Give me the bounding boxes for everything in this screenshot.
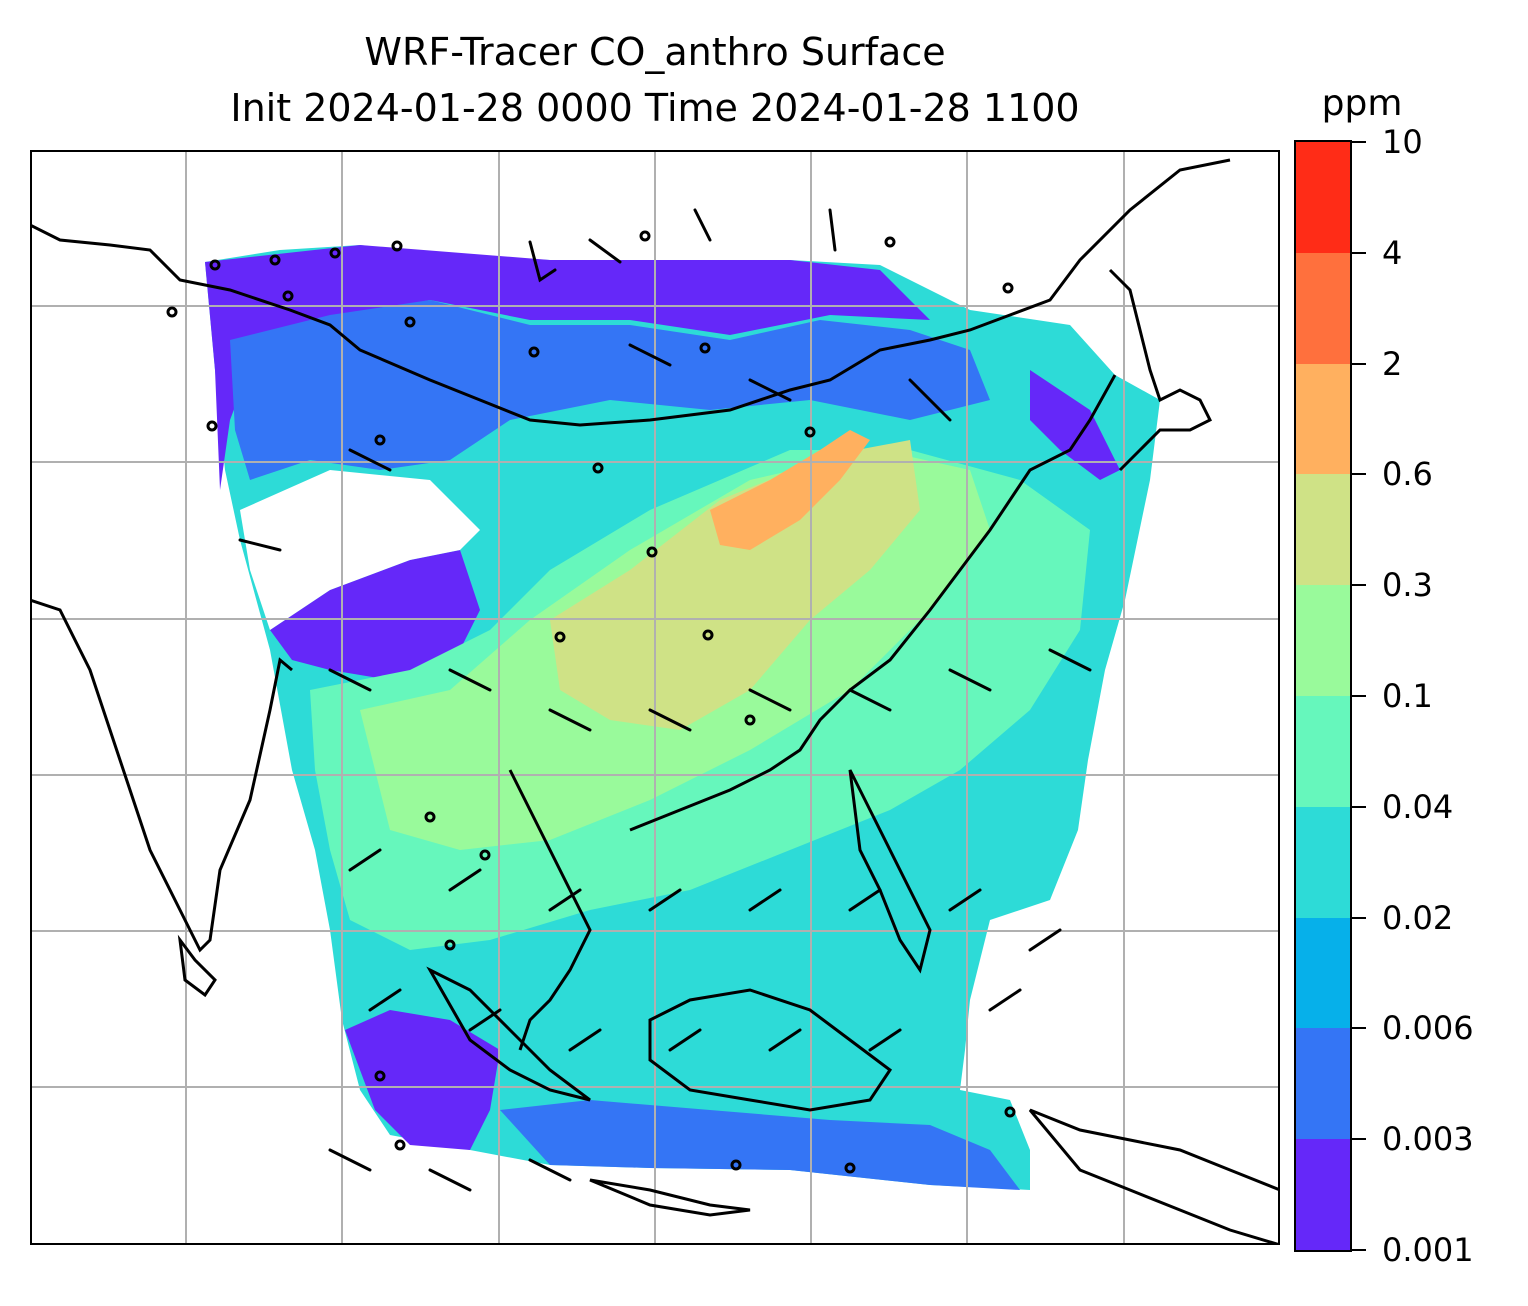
colorbar-tick-mark: [1352, 1138, 1366, 1141]
china-coast: [629, 374, 1117, 832]
colorbar-tick-mark: [1352, 916, 1366, 919]
colorbar-tick-label: 0.1: [1382, 677, 1433, 715]
indochina-coast: [508, 769, 592, 1051]
tracer-field-gap: [240, 470, 480, 630]
colorbar-segment-1: [1296, 1028, 1350, 1140]
map-title-line-1: WRF-Tracer CO_anthro Surface: [364, 30, 946, 74]
colorbar-tick-label: 0.006: [1382, 1009, 1474, 1048]
colorbar-tick-mark: [1352, 362, 1366, 365]
map-frame-border: [30, 150, 1280, 1245]
colorbar-tick-mark: [1352, 141, 1366, 143]
colorbar-segment-7: [1296, 363, 1350, 475]
colorbar: [1294, 140, 1352, 1252]
colorbar-tick-mark: [1352, 473, 1366, 476]
sumatra: [426, 966, 591, 1102]
calm-wind-markers: [166, 230, 1016, 1174]
wind-barbs: [238, 208, 1092, 1192]
colorbar-tick-mark: [1352, 1027, 1366, 1030]
colorbar-segment-8: [1296, 252, 1350, 364]
borneo: [648, 988, 893, 1112]
colorbar-tick-mark: [1352, 251, 1366, 254]
colorbar-segment-9: [1296, 142, 1350, 253]
colorbar-segment-4: [1296, 696, 1350, 807]
india-coastline: [30, 598, 293, 953]
colorbar-segment-0: [1296, 1139, 1350, 1250]
colorbar-tick-label: 4: [1382, 233, 1403, 272]
tracer-field-orange: [710, 430, 870, 550]
colorbar-segment-2: [1296, 917, 1350, 1029]
colorbar-tick-label: 0.02: [1382, 898, 1454, 937]
new-guinea: [1028, 1108, 1280, 1245]
map-title-line-2: Init 2024-01-28 0000 Time 2024-01-28 110…: [230, 86, 1080, 130]
colorbar-segment-3: [1296, 806, 1350, 918]
colorbar-segment-5: [1296, 585, 1350, 697]
tracer-field-east-edge: [1030, 370, 1120, 480]
tracer-field-yellow: [550, 440, 920, 730]
map-panel: [30, 150, 1280, 1245]
northwest-border: [30, 158, 1231, 427]
colorbar-tick-mark: [1352, 1249, 1366, 1251]
java: [589, 1178, 751, 1217]
tracer-field-west-purple: [270, 550, 480, 680]
philippines: [848, 769, 932, 974]
colorbar-tick-label: 0.001: [1382, 1231, 1474, 1269]
sri-lanka: [177, 934, 217, 998]
colorbar-tick-label: 10: [1382, 123, 1423, 161]
colorbar-tick-label: 0.003: [1382, 1120, 1474, 1159]
colorbar-tick-label: 0.04: [1382, 787, 1454, 826]
colorbar-segment-6: [1296, 474, 1350, 586]
coastlines: [30, 158, 1280, 1245]
tracer-field-south-blue: [500, 1100, 1020, 1190]
japan: [1108, 268, 1213, 472]
colorbar-tick-mark: [1352, 584, 1366, 587]
colorbar-tick-label: 0.3: [1382, 566, 1433, 605]
map-gridlines: [30, 150, 1280, 1245]
tracer-field: [205, 245, 1160, 1190]
colorbar-unit-label: ppm: [1321, 83, 1403, 124]
colorbar-tick-mark: [1352, 695, 1366, 697]
colorbar-tick-label: 2: [1382, 344, 1403, 383]
tracer-field-north-blue: [230, 300, 990, 480]
colorbar-tick-label: 0.6: [1382, 455, 1433, 494]
tracer-field-south-purple: [345, 1010, 500, 1150]
colorbar-tick-mark: [1352, 805, 1366, 808]
